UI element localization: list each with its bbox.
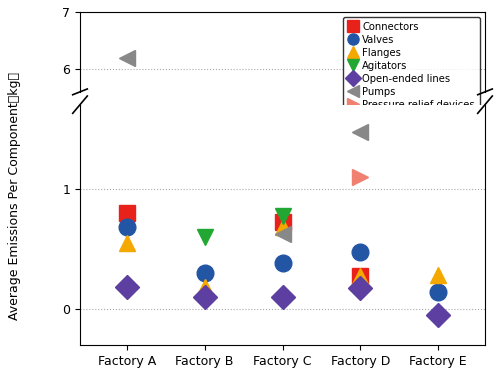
Text: Average Emissions Per Component（kg）: Average Emissions Per Component（kg） — [8, 72, 22, 320]
Legend: Connectors, Valves, Flanges, Agitators, Open-ended lines, Pumps, Pressure relief: Connectors, Valves, Flanges, Agitators, … — [344, 17, 480, 115]
